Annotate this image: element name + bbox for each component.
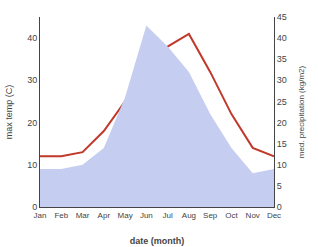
svg-text:max temp (C): max temp (C) <box>4 85 14 140</box>
svg-text:20: 20 <box>27 118 37 128</box>
svg-text:40: 40 <box>27 33 37 43</box>
svg-text:May: May <box>118 211 133 220</box>
svg-text:Apr: Apr <box>98 211 111 220</box>
svg-text:Feb: Feb <box>54 211 68 220</box>
svg-text:5: 5 <box>277 181 282 191</box>
svg-text:20: 20 <box>277 118 287 128</box>
svg-text:30: 30 <box>277 75 287 85</box>
svg-text:Aug: Aug <box>182 211 196 220</box>
svg-text:Jul: Jul <box>163 211 173 220</box>
svg-text:Oct: Oct <box>225 211 238 220</box>
svg-text:Jun: Jun <box>140 211 153 220</box>
svg-text:35: 35 <box>277 54 287 64</box>
svg-text:10: 10 <box>277 160 287 170</box>
svg-text:15: 15 <box>277 139 287 149</box>
svg-text:10: 10 <box>27 160 37 170</box>
svg-text:med. precipitation (kg/m2): med. precipitation (kg/m2) <box>297 65 306 158</box>
svg-text:40: 40 <box>277 33 287 43</box>
svg-text:0: 0 <box>277 202 282 212</box>
svg-text:30: 30 <box>27 75 37 85</box>
svg-text:Jan: Jan <box>34 211 47 220</box>
svg-text:date (month): date (month) <box>130 236 185 246</box>
svg-text:25: 25 <box>277 97 287 107</box>
svg-text:Nov: Nov <box>246 211 260 220</box>
svg-text:Dec: Dec <box>267 211 281 220</box>
svg-text:Mar: Mar <box>76 211 90 220</box>
svg-text:Sep: Sep <box>203 211 218 220</box>
svg-text:0: 0 <box>32 202 37 212</box>
svg-text:45: 45 <box>277 12 287 22</box>
